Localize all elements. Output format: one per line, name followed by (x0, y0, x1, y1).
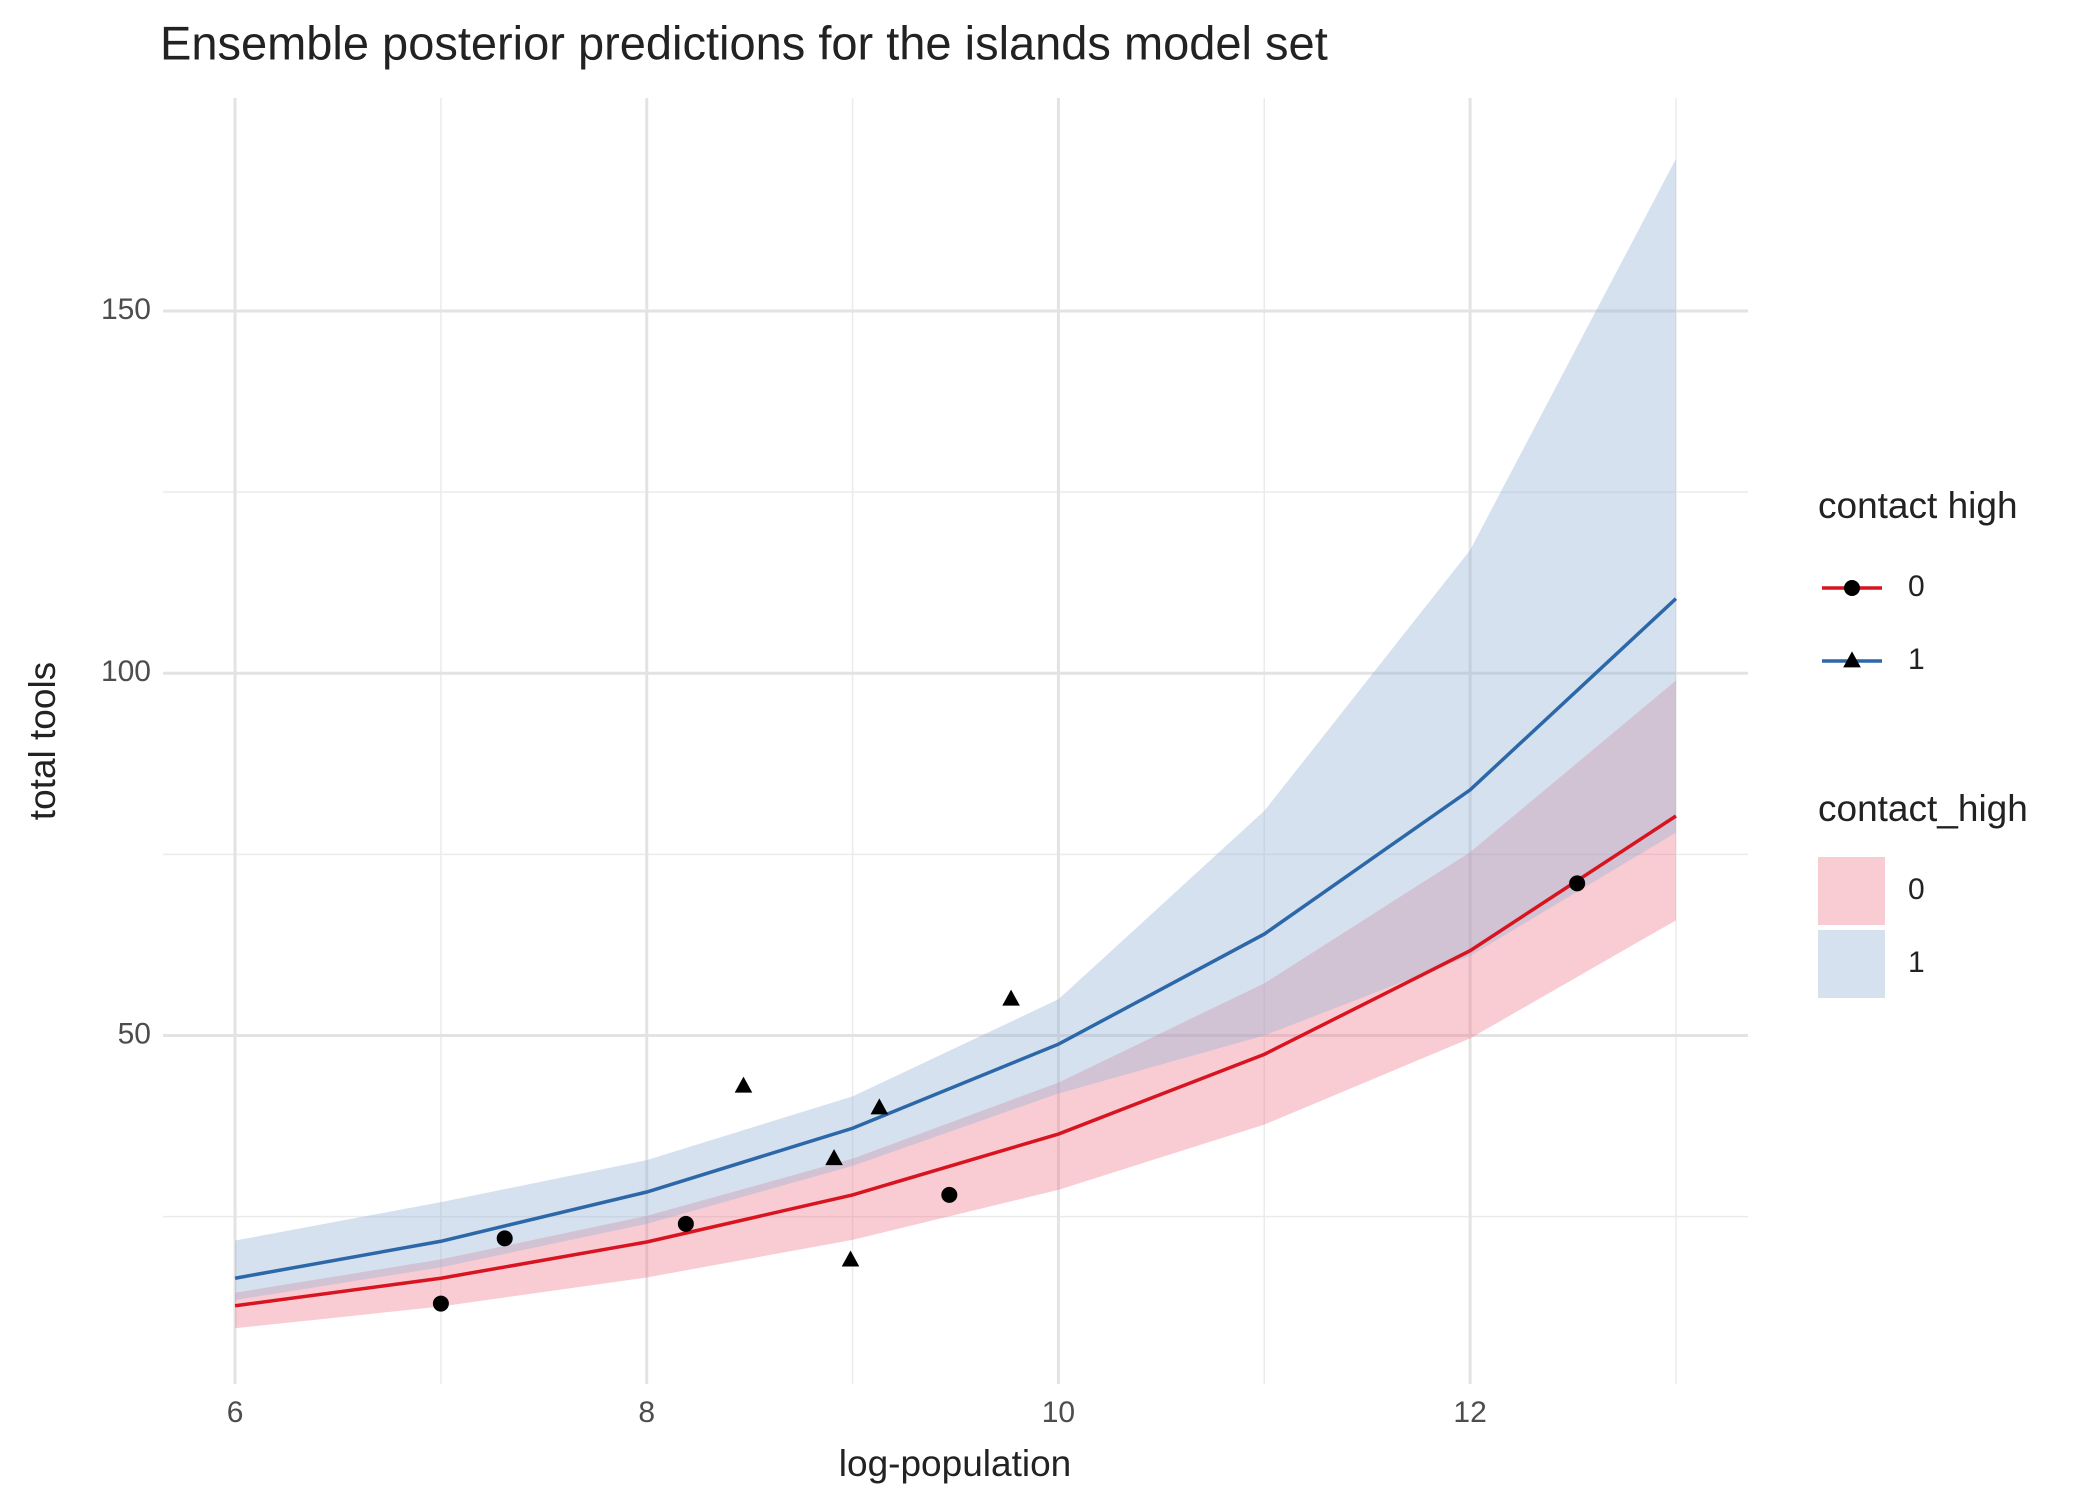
x-tick-label: 6 (227, 1396, 244, 1429)
chart-title: Ensemble posterior predictions for the i… (160, 16, 1328, 69)
y-tick-label: 150 (101, 293, 151, 326)
confidence-band (235, 158, 1676, 1300)
legend-swatch (1818, 930, 1885, 998)
point (677, 1215, 694, 1232)
legend-label: 1 (1908, 643, 1925, 676)
grid: 50 100 150 6 8 10 12 (101, 98, 1748, 1429)
point (825, 1149, 843, 1166)
y-tick-label: 50 (118, 1017, 151, 1050)
legend-title: contact high (1818, 485, 2018, 526)
x-tick-label: 12 (1453, 1396, 1486, 1429)
point (841, 1250, 860, 1267)
point (496, 1230, 513, 1247)
legend-title: contact_high (1818, 788, 2028, 829)
point (432, 1295, 449, 1312)
legend-label: 1 (1908, 946, 1925, 979)
y-tick-label: 100 (101, 655, 151, 688)
x-axis-label: log-population (839, 1443, 1071, 1484)
point (734, 1076, 753, 1093)
legend-marker (1843, 651, 1861, 668)
mean-line (234, 814, 1677, 1308)
point (1569, 875, 1586, 892)
point (941, 1186, 958, 1203)
x-tick-label: 10 (1042, 1396, 1075, 1429)
legend-label: 0 (1908, 873, 1925, 906)
legend-swatch (1818, 857, 1885, 925)
mean-line (234, 597, 1678, 1280)
legend-label: 0 (1908, 570, 1925, 603)
x-tick-label: 8 (638, 1396, 655, 1429)
plot (234, 158, 1678, 1329)
legend-marker (1844, 580, 1860, 596)
y-axis-label: total tools (22, 662, 63, 820)
point (870, 1098, 889, 1115)
legend: contact high contact_high 0 0 1 1 (1818, 485, 2028, 998)
point (1002, 989, 1020, 1006)
